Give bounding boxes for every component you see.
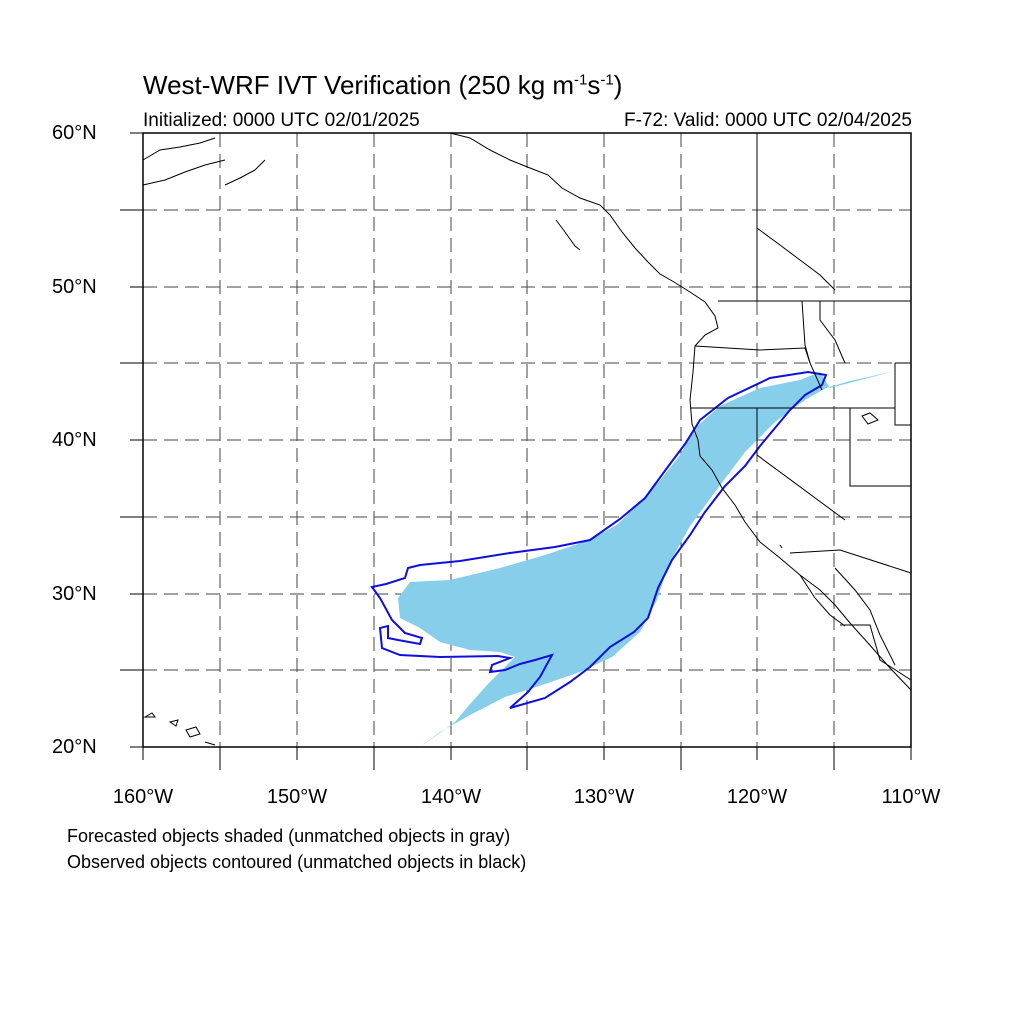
lon-label-110w: 110°W bbox=[881, 786, 941, 808]
init-time: Initialized: 0000 UTC 02/01/2025 bbox=[143, 110, 420, 131]
lat-label-50n: 50°N bbox=[52, 276, 97, 298]
observed-ivt-contour bbox=[370, 370, 828, 709]
lon-label-140w: 140°W bbox=[420, 786, 482, 808]
lon-label-150w: 150°W bbox=[266, 786, 328, 808]
forecast-note: Forecasted objects shaded (unmatched obj… bbox=[67, 826, 511, 846]
lat-label-40n: 40°N bbox=[52, 429, 97, 451]
coastlines-and-borders bbox=[142, 132, 912, 746]
chart-title: West-WRF IVT Verification (250 kg m-1s-1… bbox=[143, 70, 623, 100]
lat-label-60n: 60°N bbox=[52, 122, 97, 144]
lon-label-120w: 120°W bbox=[726, 786, 788, 808]
lat-label-30n: 30°N bbox=[52, 583, 97, 605]
forecast-ivt-object bbox=[398, 371, 895, 747]
left-ticks bbox=[120, 132, 143, 748]
lon-label-130w: 130°W bbox=[573, 786, 635, 808]
valid-time: F-72: Valid: 0000 UTC 02/04/2025 bbox=[624, 110, 912, 131]
observed-note: Observed objects contoured (unmatched ob… bbox=[67, 852, 527, 872]
lon-label-160w: 160°W bbox=[112, 786, 174, 808]
bottom-ticks bbox=[142, 747, 912, 770]
lat-label-20n: 20°N bbox=[52, 736, 97, 758]
